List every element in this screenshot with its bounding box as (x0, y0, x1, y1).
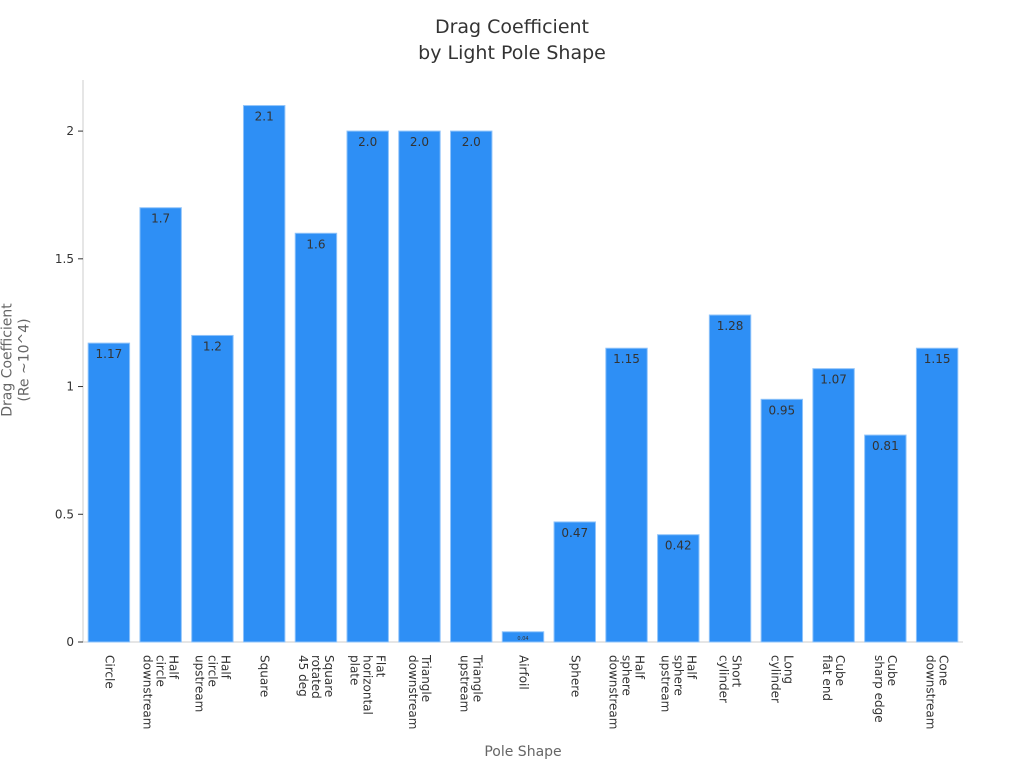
bar (605, 347, 648, 643)
x-tick-label: Halfspheredownstream (607, 655, 647, 729)
bar (398, 130, 441, 643)
bar (139, 207, 182, 643)
x-tick-label: Sphere (568, 655, 582, 697)
bar (760, 398, 804, 643)
bar (915, 347, 959, 643)
bar (191, 334, 234, 643)
value-label: 1.2 (203, 339, 222, 353)
bar (294, 232, 338, 643)
x-tick-label: Airfoil (517, 655, 531, 690)
bar (812, 368, 855, 643)
x-tick-label: Triangleupstream (458, 654, 485, 712)
x-tick-label: Squarerotated45 deg (296, 655, 336, 699)
bar (553, 521, 596, 643)
x-tick-label: Halfcircledownstream (141, 655, 181, 729)
bar (657, 534, 700, 643)
x-tick-label: Halfsphereupstream (659, 655, 699, 712)
value-label: 1.6 (306, 237, 325, 251)
x-tick-label: Circle (102, 655, 116, 689)
bar (864, 434, 907, 643)
x-axis-title: Pole Shape (484, 744, 561, 760)
y-tick-label: 1 (66, 380, 74, 394)
value-label: 1.7 (151, 212, 170, 226)
value-label: 0.95 (768, 403, 795, 417)
x-tick-label: Longcylinder (769, 655, 796, 703)
bar (501, 631, 545, 643)
x-tick-label: Halfcircleupstream (193, 655, 233, 712)
bar (708, 314, 752, 643)
value-label: 1.15 (924, 352, 951, 366)
bar (87, 342, 131, 643)
value-label: 0.81 (872, 439, 899, 453)
value-label: 0.42 (665, 539, 692, 553)
bar (450, 130, 493, 643)
value-label: 0.04 (517, 636, 528, 642)
value-label: 1.07 (820, 373, 847, 387)
value-label: 1.15 (613, 352, 640, 366)
value-label: 2.0 (358, 135, 377, 149)
value-label: 1.28 (717, 319, 744, 333)
y-tick-label: 0.5 (55, 507, 74, 521)
value-label: 0.47 (561, 526, 588, 540)
x-tick-label: Conedownstream (924, 655, 951, 729)
x-tick-label: Flathorizontalplate (348, 655, 388, 715)
y-tick-label: 1.5 (55, 252, 74, 266)
value-label: 1.17 (96, 347, 123, 361)
chart-title: Drag Coefficient by Light Pole Shape (418, 16, 606, 64)
x-tick-label: Cubesharp edge (872, 655, 899, 723)
x-tick-label: Cubeflat end (821, 655, 848, 701)
value-label: 2.1 (255, 110, 274, 124)
bar (242, 105, 286, 643)
value-label: 2.0 (410, 135, 429, 149)
value-label: 2.0 (462, 135, 481, 149)
x-tick-label: Triangledownstream (406, 654, 433, 729)
x-tick-label: Square (258, 655, 272, 697)
y-tick-label: 0 (66, 635, 74, 649)
y-tick-label: 2 (66, 124, 74, 138)
bar (346, 130, 389, 643)
x-tick-label: Shortcylinder (717, 655, 744, 703)
y-axis-title: Drag Coefficient(Re ~10^4) (0, 303, 33, 417)
